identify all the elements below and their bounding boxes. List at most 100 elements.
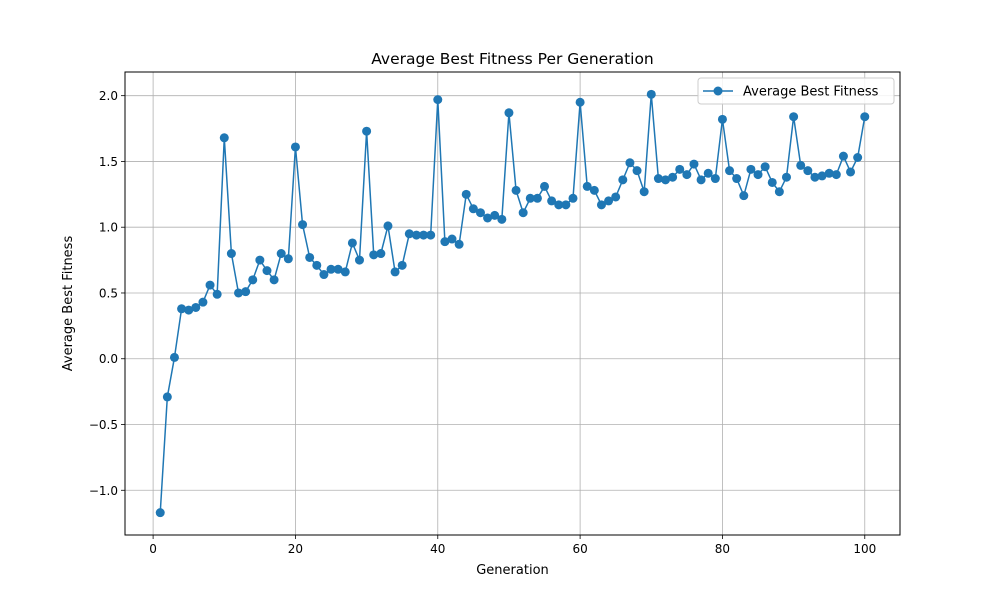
data-point <box>468 204 478 214</box>
data-point <box>575 97 585 107</box>
x-tick-label: 80 <box>715 542 730 556</box>
data-point <box>746 164 756 174</box>
data-point <box>241 287 251 297</box>
data-point <box>532 193 542 203</box>
data-point <box>347 238 357 248</box>
legend-marker <box>713 86 723 96</box>
data-point <box>596 200 606 210</box>
data-point <box>404 229 414 239</box>
data-point <box>838 151 848 161</box>
data-point <box>789 112 799 122</box>
y-tick-label: 0.5 <box>99 286 118 300</box>
data-point <box>739 191 749 201</box>
y-tick-label: −0.5 <box>89 418 118 432</box>
data-point <box>725 166 735 176</box>
data-point <box>326 264 336 274</box>
data-point <box>682 170 692 180</box>
data-point <box>582 181 592 191</box>
data-point <box>675 164 685 174</box>
data-point <box>632 166 642 176</box>
data-point <box>426 230 436 240</box>
data-point <box>340 267 350 277</box>
data-point <box>433 95 443 105</box>
data-point <box>440 237 450 247</box>
data-point <box>810 172 820 182</box>
data-point <box>781 172 791 182</box>
y-tick-label: 1.5 <box>99 155 118 169</box>
x-tick-label: 0 <box>149 542 157 556</box>
data-point <box>589 185 599 195</box>
chart-title: Average Best Fitness Per Generation <box>371 50 654 68</box>
data-point <box>234 288 244 298</box>
data-point <box>305 252 315 262</box>
y-tick-label: 2.0 <box>99 89 118 103</box>
y-axis-label: Average Best Fitness <box>61 236 76 372</box>
data-point <box>831 170 841 180</box>
series-layer <box>155 89 870 518</box>
series-line <box>159 93 866 513</box>
y-tick-label: 0.0 <box>99 352 118 366</box>
data-point <box>362 126 372 136</box>
data-point <box>803 166 813 176</box>
data-point <box>710 174 720 184</box>
data-point <box>518 208 528 218</box>
data-point <box>796 160 806 170</box>
data-point <box>226 249 236 259</box>
data-point <box>419 230 429 240</box>
data-point <box>269 275 279 285</box>
data-point <box>155 508 165 518</box>
data-point <box>219 133 229 143</box>
data-point <box>661 175 671 185</box>
data-point <box>646 89 656 99</box>
data-point <box>618 175 628 185</box>
x-tick-label: 60 <box>572 542 587 556</box>
legend-label: Average Best Fitness <box>743 85 879 100</box>
data-point <box>490 210 500 220</box>
data-point <box>290 142 300 152</box>
data-point <box>611 192 621 202</box>
data-point <box>383 221 393 231</box>
data-point <box>639 187 649 197</box>
data-point <box>461 189 471 199</box>
data-point <box>255 255 265 265</box>
x-tick-label: 20 <box>288 542 303 556</box>
data-point <box>853 153 863 162</box>
data-point <box>504 108 514 118</box>
data-point <box>411 230 421 240</box>
data-point <box>169 352 179 362</box>
data-point <box>205 280 215 290</box>
data-point <box>696 175 706 185</box>
data-point <box>554 200 564 210</box>
data-point <box>454 239 464 249</box>
data-point <box>354 255 364 265</box>
data-point <box>561 200 571 210</box>
data-point <box>824 168 834 178</box>
data-point <box>497 214 507 224</box>
data-point <box>333 264 343 274</box>
data-point <box>860 112 870 122</box>
data-point <box>717 114 727 124</box>
data-point <box>212 289 222 299</box>
data-point <box>312 260 322 270</box>
data-point <box>774 187 784 197</box>
data-point <box>390 267 400 277</box>
data-point <box>483 213 493 223</box>
x-axis-label: Generation <box>476 563 549 578</box>
data-point <box>625 158 635 168</box>
data-point <box>653 174 663 184</box>
data-point <box>162 392 172 402</box>
data-point <box>760 162 770 172</box>
data-point <box>184 305 194 315</box>
data-point <box>276 249 286 259</box>
data-point <box>604 196 614 206</box>
data-point <box>689 159 699 169</box>
data-point <box>397 260 407 270</box>
data-point <box>703 168 713 178</box>
data-point <box>511 185 521 195</box>
data-point <box>817 171 827 181</box>
data-point <box>753 170 763 180</box>
data-point <box>376 249 386 259</box>
legend: Average Best Fitness <box>697 77 895 105</box>
data-point <box>540 181 550 191</box>
y-tick-label: −1.0 <box>89 484 118 498</box>
